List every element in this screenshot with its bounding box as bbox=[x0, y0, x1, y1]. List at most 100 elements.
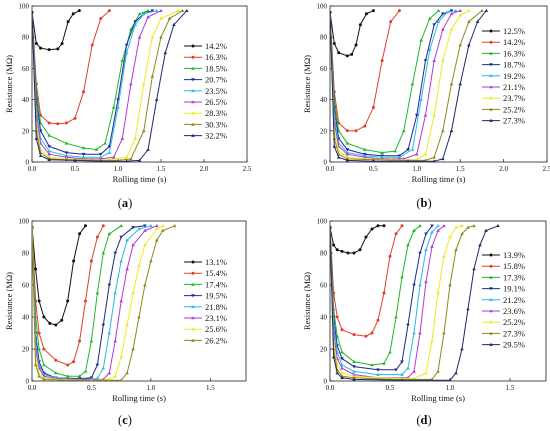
series-line-19.2% bbox=[330, 10, 456, 158]
data-point bbox=[340, 350, 344, 354]
legend-entry: 20.7% bbox=[205, 75, 227, 85]
data-point bbox=[81, 146, 86, 150]
data-point bbox=[480, 8, 484, 12]
data-point bbox=[95, 291, 100, 295]
data-point bbox=[340, 371, 344, 375]
data-point bbox=[95, 235, 99, 239]
data-point bbox=[449, 82, 454, 86]
data-point bbox=[159, 16, 163, 20]
x-tick-label: 1.5 bbox=[206, 384, 215, 392]
series-group bbox=[32, 224, 177, 381]
data-point bbox=[424, 232, 428, 236]
data-point bbox=[376, 368, 380, 372]
data-point bbox=[432, 155, 436, 159]
data-point bbox=[352, 360, 356, 364]
data-point bbox=[428, 16, 432, 20]
legend-entry: 19.2% bbox=[503, 71, 525, 81]
data-point bbox=[119, 224, 123, 228]
data-point bbox=[160, 224, 165, 228]
data-point bbox=[89, 339, 94, 343]
data-point bbox=[56, 122, 60, 126]
data-point bbox=[159, 35, 163, 39]
data-point bbox=[66, 363, 70, 367]
legend-marker bbox=[191, 260, 195, 264]
data-point bbox=[119, 235, 123, 239]
legend-entry: 13.9% bbox=[503, 250, 525, 260]
data-point bbox=[64, 141, 69, 145]
series-line-20.7% bbox=[32, 10, 153, 155]
data-point bbox=[364, 12, 368, 16]
data-point bbox=[350, 52, 354, 56]
data-point bbox=[472, 224, 476, 228]
series-line-15.8% bbox=[330, 225, 403, 337]
plot-frame bbox=[329, 5, 548, 163]
data-point bbox=[418, 283, 422, 287]
data-point bbox=[412, 283, 416, 287]
legend-marker bbox=[489, 342, 493, 346]
data-point bbox=[376, 318, 380, 322]
legend-entry: 21.2% bbox=[503, 295, 525, 305]
data-point bbox=[84, 299, 87, 303]
data-point bbox=[116, 105, 120, 109]
data-point bbox=[352, 333, 356, 337]
y-tick-label: 0 bbox=[324, 378, 328, 386]
x-tick-label: 1.0 bbox=[147, 384, 156, 392]
legend-marker bbox=[489, 51, 493, 55]
chart-panel-a: 0.0 0.5 1.0 1.5 2.0 2.5 0 20 40 60 80 100 Rolling ti… bbox=[4, 3, 252, 211]
legend-entry: 15.8% bbox=[503, 261, 525, 271]
data-point bbox=[460, 224, 464, 228]
x-axis-label: Rolling time (s) bbox=[411, 393, 465, 403]
x-tick-label: 0.5 bbox=[87, 384, 96, 392]
series-line-21.8% bbox=[32, 225, 152, 380]
data-point bbox=[113, 251, 118, 255]
data-point bbox=[436, 291, 440, 295]
data-point bbox=[376, 372, 380, 376]
data-point bbox=[39, 46, 43, 50]
legend-entry: 25.6% bbox=[205, 324, 227, 334]
data-point bbox=[107, 331, 112, 335]
data-point bbox=[137, 264, 141, 268]
legend-marker bbox=[489, 287, 493, 291]
data-point bbox=[458, 13, 462, 17]
series-line-19.5% bbox=[32, 225, 145, 380]
data-point bbox=[154, 8, 159, 12]
legend-marker bbox=[191, 338, 195, 342]
legend-entry: 25.2% bbox=[503, 317, 525, 327]
data-point bbox=[119, 259, 123, 263]
data-point bbox=[56, 47, 60, 51]
data-point bbox=[370, 331, 374, 335]
data-point bbox=[150, 9, 155, 13]
data-point bbox=[430, 244, 434, 248]
data-point bbox=[436, 228, 440, 232]
legend: 14.2%16.3%18.5% 20.7%23.5%26.5%28.3%30.3%… bbox=[184, 41, 227, 141]
x-tick-label: 0.5 bbox=[71, 165, 80, 173]
data-point bbox=[120, 136, 125, 140]
data-point bbox=[330, 225, 332, 229]
data-point bbox=[467, 8, 471, 12]
x-tick-label: 0.0 bbox=[28, 384, 37, 392]
data-point bbox=[37, 374, 41, 378]
legend-entry: 18.7% bbox=[503, 60, 525, 70]
y-tick-label: 80 bbox=[320, 250, 328, 258]
data-point bbox=[137, 35, 142, 39]
data-point bbox=[415, 152, 419, 156]
data-point bbox=[449, 129, 454, 133]
data-point bbox=[159, 8, 163, 12]
data-point bbox=[345, 152, 350, 156]
data-point bbox=[143, 243, 147, 247]
data-point bbox=[78, 232, 82, 236]
series-line-14.2% bbox=[330, 10, 400, 132]
legend-entry: 23.7% bbox=[503, 93, 525, 103]
data-point bbox=[436, 19, 441, 23]
data-point bbox=[119, 299, 123, 303]
x-axis-label: Rolling time (s) bbox=[112, 393, 166, 403]
data-point bbox=[424, 280, 428, 284]
series-line-15.4% bbox=[32, 225, 104, 366]
legend-entry: 23.1% bbox=[205, 313, 227, 323]
data-point bbox=[406, 366, 410, 370]
data-point bbox=[484, 8, 489, 12]
legend-entry: 30.3% bbox=[205, 119, 227, 129]
legend-marker bbox=[489, 309, 493, 313]
data-point bbox=[394, 232, 398, 236]
series-line-27.3% bbox=[330, 10, 487, 162]
